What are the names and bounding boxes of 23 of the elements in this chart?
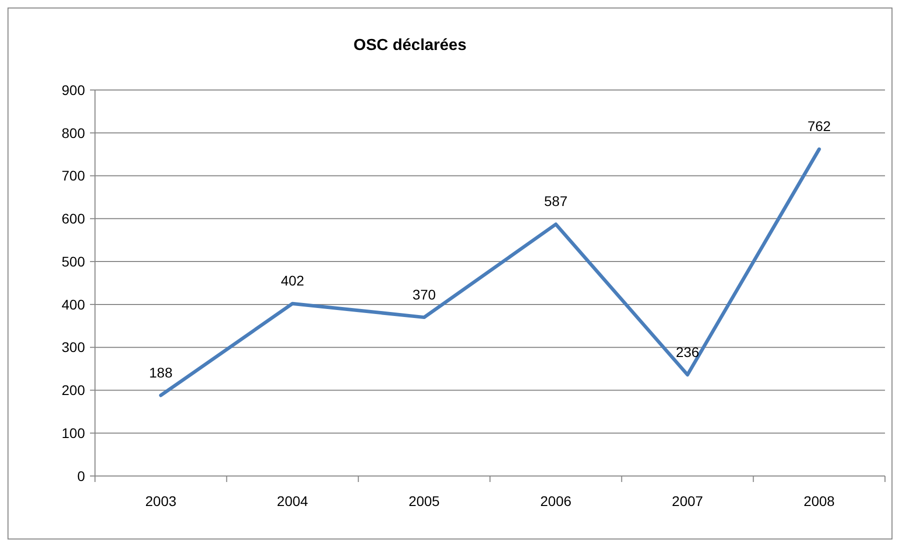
y-tick-label: 200 [62, 382, 86, 398]
x-tick-label: 2007 [672, 493, 704, 509]
data-label: 587 [544, 193, 568, 210]
x-tick-label: 2003 [145, 493, 177, 509]
y-tick-label: 600 [62, 210, 86, 227]
y-tick-label: 300 [62, 339, 86, 356]
x-tick-label: 2004 [276, 493, 308, 509]
data-label: 236 [676, 344, 700, 360]
y-tick-label: 800 [62, 124, 86, 141]
data-label: 762 [807, 118, 832, 134]
x-tick-label: 2008 [804, 493, 835, 509]
y-tick-label: 500 [62, 253, 86, 270]
y-tick-label: 700 [62, 168, 86, 184]
x-tick-label: 2006 [540, 493, 572, 509]
y-tick-label: 400 [62, 296, 86, 312]
data-label: 188 [149, 364, 173, 380]
y-tick-label: 100 [62, 425, 86, 442]
y-tick-label: 900 [62, 82, 86, 98]
data-label: 402 [280, 272, 304, 289]
x-tick-label: 2005 [408, 493, 440, 509]
data-label: 370 [412, 286, 436, 302]
chart-title: OSC déclarées [354, 37, 467, 54]
y-tick-label: 0 [77, 468, 86, 484]
